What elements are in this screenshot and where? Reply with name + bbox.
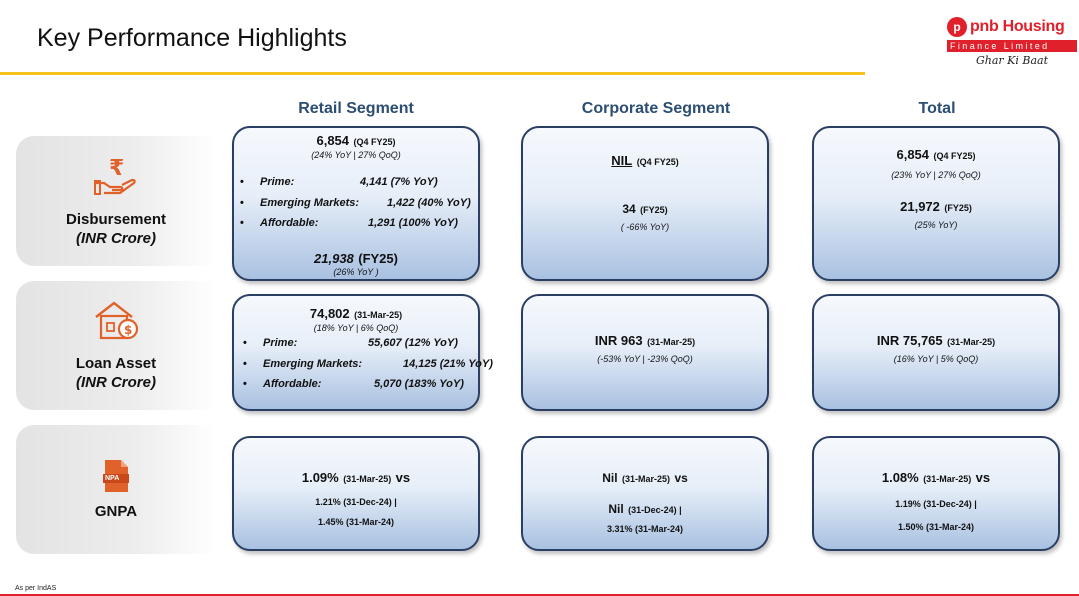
metric-compare-2: 1.45% (31-Mar-24) — [317, 517, 395, 527]
list-item-value: 1,291 (100% YoY) — [368, 217, 458, 229]
list-item: • Prime: 55,607 (12% YoY) — [243, 337, 458, 349]
metric-date: (31-Mar-25) — [343, 474, 392, 484]
row-label-loan-asset: $ Loan Asset (INR Crore) — [16, 281, 216, 410]
metric-value: 74,802 — [309, 306, 350, 321]
column-header-retail: Retail Segment — [298, 100, 414, 117]
svg-text:$: $ — [124, 323, 132, 337]
list-item-value: 1,422 (40% YoY) — [387, 197, 471, 209]
row-label-text: GNPA — [94, 503, 138, 520]
npa-document-icon: NPA — [101, 458, 131, 494]
list-item-label: Prime: — [263, 337, 298, 349]
column-header-total: Total — [918, 100, 956, 117]
metric-period: (Q4 FY25) — [636, 157, 679, 167]
metric-growth: (23% YoY | 27% QoQ) — [891, 170, 981, 180]
metric-fy-growth: (25% YoY) — [914, 220, 958, 230]
metric-growth: (16% YoY | 5% QoQ) — [893, 354, 979, 364]
metric-value: INR 75,765 — [876, 333, 943, 348]
metric-fy-period: (FY25) — [640, 205, 668, 215]
logo-brand: pnb Housing — [970, 18, 1065, 35]
metric-compare-2: 1.50% (31-Mar-24) — [897, 522, 975, 532]
card-disbursement-retail: 6,854 (Q4 FY25) (24% YoY | 27% QoQ) • Pri… — [232, 126, 480, 281]
metric-fy-value: 21,938 — [314, 251, 354, 266]
npa-icon-label: NPA — [105, 475, 120, 482]
metric-fy-value: 21,972 — [900, 199, 940, 214]
house-money-icon: $ — [92, 299, 140, 346]
metric-vs: vs — [674, 471, 688, 485]
metric-growth: (24% YoY | 27% QoQ) — [311, 150, 401, 160]
metric-fy-value: 34 — [622, 202, 636, 216]
metric-growth: (18% YoY | 6% QoQ) — [313, 323, 399, 333]
list-item: • Prime: 4,141 (7% YoY) — [240, 176, 438, 188]
metric-fy-growth: (26% YoY ) — [333, 267, 379, 277]
metric-compare-1-date: (31-Dec-24) | — [628, 505, 682, 515]
list-item-label: Affordable: — [263, 378, 322, 390]
company-logo: p pnb Housing Finance Limited Ghar Ki Ba… — [947, 16, 1077, 74]
list-item-label: Emerging Markets: — [263, 358, 363, 370]
svg-text:₹: ₹ — [109, 156, 124, 181]
list-item: • Affordable: 5,070 (183% YoY) — [243, 378, 464, 390]
metric-value: INR 963 — [594, 333, 643, 348]
row-label-gnpa: NPA GNPA — [16, 425, 216, 554]
metric-period: (Q4 FY25) — [353, 137, 396, 147]
metric-compare-1-value: Nil — [608, 502, 624, 516]
row-label-disbursement: ₹ Disbursement (INR Crore) — [16, 136, 216, 266]
metric-value: 6,854 — [896, 147, 930, 162]
bottom-rule — [0, 594, 1079, 596]
list-item-value: 14,125 (21% YoY) — [403, 358, 493, 370]
list-item-label: Prime: — [260, 176, 295, 188]
list-item: • Emerging Markets: 1,422 (40% YoY) — [240, 197, 471, 209]
list-item-value: 55,607 (12% YoY) — [368, 337, 458, 349]
row-label-text: Loan Asset — [75, 355, 157, 372]
metric-period: (Q4 FY25) — [933, 151, 976, 161]
card-gnpa-retail: 1.09% (31-Mar-25) vs 1.21% (31-Dec-24) |… — [232, 436, 480, 551]
card-loan-asset-total: INR 75,765 (31-Mar-25) (16% YoY | 5% QoQ… — [812, 294, 1060, 411]
metric-vs: vs — [975, 470, 991, 485]
metric-value: NIL — [611, 153, 633, 168]
card-loan-asset-retail: 74,802 (31-Mar-25) (18% YoY | 6% QoQ) • P… — [232, 294, 493, 411]
metric-compare-2: 3.31% (31-Mar-24) — [606, 524, 684, 534]
card-disbursement-corporate: NIL (Q4 FY25) 34 (FY25) ( -66% YoY) — [521, 126, 769, 281]
page-title: Key Performance Highlights — [37, 24, 347, 52]
list-item-label: Emerging Markets: — [260, 197, 360, 209]
metric-growth: (-53% YoY | -23% QoQ) — [597, 354, 693, 364]
title-underline — [0, 72, 865, 75]
column-header-corporate: Corporate Segment — [581, 100, 731, 117]
list-item: • Affordable: 1,291 (100% YoY) — [240, 217, 458, 229]
metric-value: 6,854 — [316, 133, 350, 148]
rupee-hand-icon: ₹ — [94, 155, 138, 202]
metric-date: (31-Mar-25) — [621, 474, 670, 484]
metric-fy-period: (FY25) — [944, 203, 972, 213]
metric-vs: vs — [395, 470, 411, 485]
logo-tagline: Ghar Ki Baat — [975, 54, 1049, 67]
card-loan-asset-corporate: INR 963 (31-Mar-25) (-53% YoY | -23% QoQ… — [521, 294, 769, 411]
row-label-text: Disbursement — [65, 210, 167, 228]
metric-date: (31-Mar-25) — [647, 337, 696, 347]
metric-date: (31-Mar-25) — [947, 337, 996, 347]
card-gnpa-corporate: Nil (31-Mar-25) vs Nil (31-Dec-24) | 3.3… — [521, 436, 769, 551]
metric-value: Nil — [602, 471, 618, 485]
metric-date: (31-Mar-25) — [923, 474, 972, 484]
list-item-label: Affordable: — [260, 217, 319, 229]
metric-compare-1: 1.19% (31-Dec-24) | — [895, 499, 977, 509]
metric-fy-growth: ( -66% YoY) — [620, 222, 670, 232]
metric-fy-period: (FY25) — [358, 251, 398, 266]
metric-compare-1: 1.21% (31-Dec-24) | — [315, 497, 397, 507]
list-item-value: 5,070 (183% YoY) — [374, 378, 464, 390]
row-label-unit: (INR Crore) — [75, 374, 156, 391]
list-item-value: 4,141 (7% YoY) — [360, 176, 438, 188]
card-gnpa-total: 1.08% (31-Mar-25) vs 1.19% (31-Dec-24) |… — [812, 436, 1060, 551]
row-label-unit: (INR Crore) — [75, 229, 156, 247]
logo-mark: p — [947, 17, 967, 37]
metric-value: 1.09% — [301, 470, 339, 485]
logo-band: Finance Limited — [947, 40, 1077, 52]
card-disbursement-total: 6,854 (Q4 FY25) (23% YoY | 27% QoQ) 21,9… — [812, 126, 1060, 281]
footnote: As per IndAS — [15, 585, 57, 592]
metric-value: 1.08% — [881, 470, 919, 485]
metric-date: (31-Mar-25) — [354, 310, 403, 320]
list-item: • Emerging Markets: 14,125 (21% YoY) — [243, 358, 493, 370]
